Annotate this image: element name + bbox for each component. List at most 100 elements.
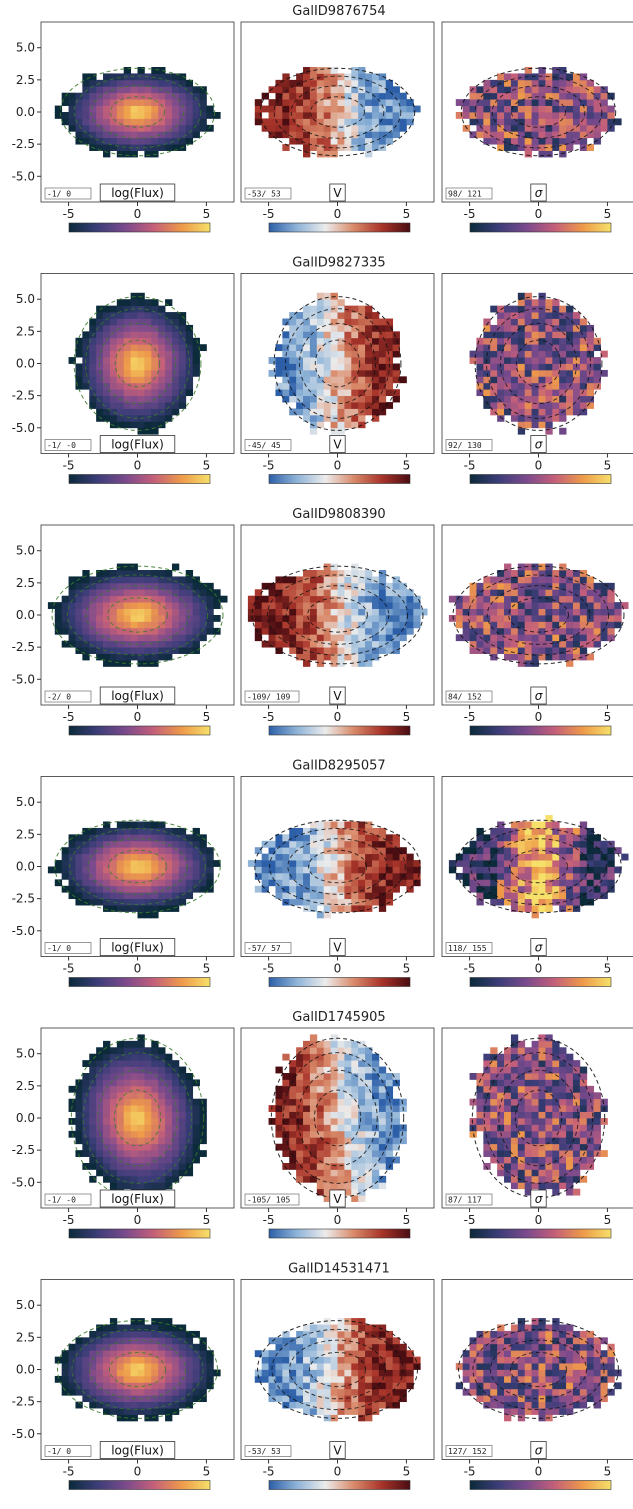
map-pixel [385,634,394,642]
map-pixel [158,1047,166,1055]
map-pixel [144,137,152,145]
map-pixel [75,1337,83,1345]
map-pixel [559,1118,567,1125]
map-pixel [109,363,118,371]
map-pixel [103,86,111,94]
map-pixel [538,344,546,352]
map-pixel [337,653,345,661]
map-pixel [89,602,97,609]
map-pixel [137,860,145,867]
map-pixel [165,879,173,887]
map-pixel [490,834,498,842]
map-pixel [538,866,546,874]
map-pixel [490,344,498,352]
map-pixel [351,131,359,139]
map-pixels [47,563,228,667]
map-pixel [296,350,304,358]
map-pixel [552,99,560,106]
map-pixel [323,1105,332,1112]
map-pixel [337,879,345,887]
map-pixel [130,1408,138,1415]
map-pixel [144,427,152,435]
map-pixel [483,840,491,848]
map-pixel [559,602,567,609]
map-pixel [566,1156,574,1164]
map-pixel [337,834,345,842]
map-pixel [566,615,574,622]
map-pixel [185,853,194,861]
map-pixel [538,324,546,332]
map-pixel [199,853,207,861]
map-pixel [371,1182,380,1190]
map-pixel [385,872,394,880]
map-pixel [75,1130,83,1138]
map-pixel [607,872,615,880]
map-pixel [524,79,533,87]
map-pixel [330,1098,338,1106]
map-pixel [213,860,221,867]
map-pixel [116,872,125,880]
map-pixel [510,79,519,87]
map-pixel [358,331,366,339]
contour-line [66,574,209,656]
map-pixel [309,892,318,900]
map-pixel [96,1324,104,1332]
map-pixel [344,1053,352,1061]
map-pixel [365,376,373,384]
map-pixel [593,357,601,364]
map-pixel [497,99,505,106]
map-pixel [538,299,546,307]
map-pixel [552,1111,560,1119]
map-pixel [158,634,166,642]
map-pixel [151,1066,159,1074]
map-pixel [531,563,539,571]
map-pixel [406,99,414,106]
map-pixel [75,1079,83,1087]
map-pixel [510,92,519,100]
map-pixel [371,1105,380,1112]
map-pixel [151,144,159,151]
map-pixel [330,344,338,352]
map-pixel [524,1098,533,1106]
map-pixel [68,595,76,603]
map-pixel [531,589,539,597]
map-pixel [178,395,187,403]
map-pixel [586,1163,595,1170]
map-pixel [351,879,359,887]
panel-label-box [530,1189,547,1208]
map-pixel [178,357,187,364]
map-pixel [296,1118,304,1125]
map-pixels [68,292,207,435]
map-pixel [185,872,194,880]
map-pixel [109,1073,118,1080]
map-pixel [89,1150,97,1157]
map-pixel [103,872,111,880]
colorbar [469,725,612,736]
map-pixel [351,67,359,74]
map-pixel [517,86,526,94]
map-pixel [323,860,332,867]
map-pixel [137,292,145,300]
map-pixel [378,905,387,912]
map-pixel [303,1130,311,1138]
map-pixel [282,1143,290,1151]
map-pixel [192,344,200,352]
map-pixel [165,92,173,100]
map-pixel [566,1175,574,1183]
map-pixel [116,382,125,390]
map-pixel [89,582,97,590]
map-pixel [337,1143,345,1151]
map-pixel [116,1169,125,1177]
map-pixel [82,118,90,126]
map-pixel [392,1137,400,1145]
map-pixel [116,834,125,842]
map-pixel [103,105,111,113]
map-pixel [116,150,125,158]
map-pixel [96,653,104,661]
map-pixel [330,92,338,100]
contour-line [508,597,569,633]
map-pixel [89,1395,97,1403]
map-pixel [171,324,180,332]
map-pixel [309,615,318,622]
map-pixel [572,860,581,867]
